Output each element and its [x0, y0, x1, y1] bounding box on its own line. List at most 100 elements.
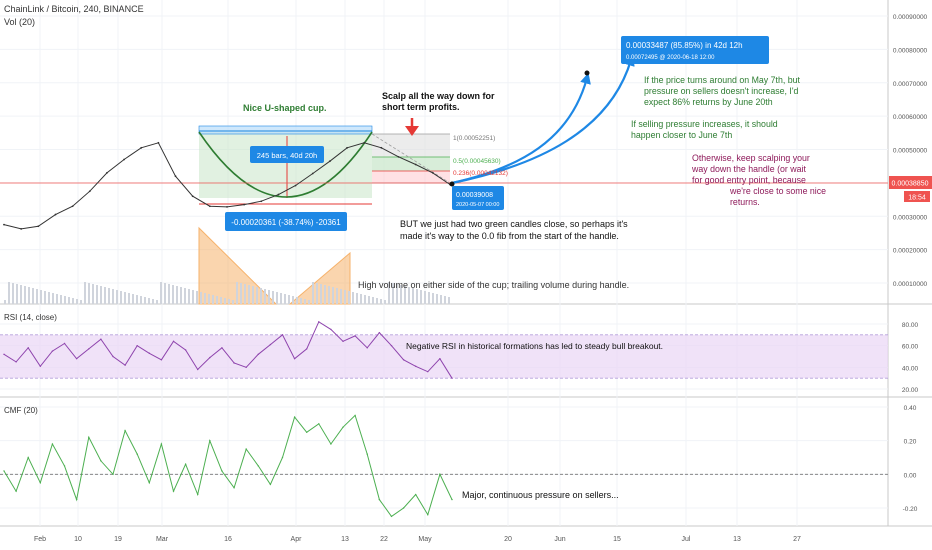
- data-point: [281, 456, 284, 459]
- data-point: [293, 416, 296, 418]
- volume-bar: [100, 286, 102, 304]
- data-point: [366, 347, 368, 349]
- fib-zone-mid: [372, 157, 450, 171]
- volume-bar: [88, 283, 90, 304]
- data-point: [3, 223, 5, 226]
- volume-bar: [372, 297, 374, 304]
- data-point: [342, 426, 344, 428]
- volume-bar: [84, 282, 86, 304]
- data-point: [39, 482, 42, 484]
- volume-bar: [384, 300, 386, 304]
- data-point: [257, 465, 259, 467]
- volume-bar: [308, 300, 310, 304]
- data-point: [380, 146, 383, 149]
- data-point: [174, 175, 177, 178]
- data-point: [378, 498, 381, 501]
- data-point: [209, 439, 211, 442]
- volume-bar: [420, 290, 422, 304]
- volume-bar: [40, 290, 42, 304]
- volume-bar: [184, 288, 186, 304]
- fib-0-date: 2020-05-07 00:00: [456, 202, 499, 208]
- volume-bar: [280, 293, 282, 304]
- data-point: [106, 171, 108, 174]
- volume-bar: [400, 285, 402, 304]
- x-tick-label: 10: [74, 536, 82, 543]
- volume-bar: [432, 293, 434, 304]
- volume-bar: [56, 294, 58, 304]
- data-point: [366, 453, 368, 455]
- volume-bar: [224, 298, 226, 304]
- fib-diagonal: [371, 133, 451, 184]
- price-points: [3, 141, 451, 230]
- volume-bar: [92, 284, 94, 304]
- volume-bar: [424, 291, 426, 304]
- x-tick-label: 20: [504, 536, 512, 543]
- volume-bar: [252, 286, 254, 304]
- volume-bar: [328, 286, 330, 304]
- data-point: [233, 362, 235, 364]
- fib-zone-top: [372, 134, 450, 157]
- data-point: [439, 473, 441, 476]
- data-point: [306, 348, 308, 350]
- fib-0-label: 0.00039008: [456, 192, 493, 199]
- data-point: [354, 414, 356, 417]
- cup-bars-label: 245 bars, 40d 20h: [257, 151, 317, 160]
- y-tick-label: 0.40: [904, 405, 917, 412]
- y-tick-label: 0.00030000: [893, 214, 928, 221]
- rsi-series-line: [3, 321, 453, 379]
- volume-bar: [448, 297, 450, 304]
- x-tick-label: Mar: [156, 536, 169, 543]
- current-time-value: 18:54: [908, 195, 926, 202]
- volume-bar: [44, 291, 46, 304]
- data-point: [123, 158, 125, 161]
- data-point: [75, 357, 78, 360]
- cmf-points: [3, 414, 453, 518]
- data-point: [390, 344, 393, 347]
- data-point: [184, 349, 187, 351]
- volume-bar: [340, 289, 342, 304]
- data-point: [269, 483, 272, 486]
- volume-bar: [444, 296, 446, 304]
- x-tick-label: 13: [733, 536, 741, 543]
- volume-bar: [128, 293, 130, 304]
- volume-bar: [36, 289, 38, 304]
- y-tick-label: -0.20: [903, 506, 918, 513]
- rsi-axis[interactable]: 80.00 60.00 40.00 20.00: [902, 322, 919, 394]
- time-axis[interactable]: Feb 10 19 Mar 16 Apr 13 22 May 20 Jun 15 Jul 13 27: [34, 536, 801, 543]
- volume-bar: [148, 298, 150, 304]
- volume-bar: [64, 296, 66, 304]
- volume-label: Vol (20): [4, 17, 35, 27]
- cup-bars-box: [250, 146, 324, 163]
- data-point: [414, 493, 417, 496]
- fib-origin-point[interactable]: [449, 181, 455, 187]
- y-tick-label: 0.00050000: [893, 148, 928, 155]
- volume-bar: [436, 294, 438, 304]
- data-point: [136, 344, 138, 347]
- data-point: [414, 365, 417, 367]
- data-point: [427, 514, 429, 516]
- volume-bar: [108, 288, 110, 304]
- volume-bar: [216, 296, 218, 304]
- target-point-1[interactable]: [584, 70, 590, 76]
- volume-bar: [200, 292, 202, 304]
- cmf-axis[interactable]: 0.40 0.20 0.00 -0.20: [903, 405, 918, 513]
- rsi-title: RSI (14, close): [4, 313, 57, 322]
- volume-bar: [240, 283, 242, 304]
- volume-bar: [16, 284, 18, 304]
- volume-bar: [176, 286, 178, 304]
- data-point: [311, 172, 314, 175]
- volume-bar: [116, 290, 118, 304]
- y-tick-label: 80.00: [902, 322, 919, 329]
- volume-bar: [304, 299, 306, 304]
- cup-top-band: [198, 125, 373, 135]
- x-tick-label: Feb: [34, 536, 46, 543]
- scalp-note: Scalp all the way down for short term pr…: [382, 91, 497, 112]
- y-tick-label: 0.20: [904, 439, 917, 446]
- volume-bar: [428, 292, 430, 304]
- data-point: [148, 352, 150, 354]
- y-tick-label: 0.00060000: [893, 114, 928, 121]
- volume-bar: [140, 296, 142, 304]
- data-point: [197, 493, 199, 496]
- x-tick-label: 16: [224, 536, 232, 543]
